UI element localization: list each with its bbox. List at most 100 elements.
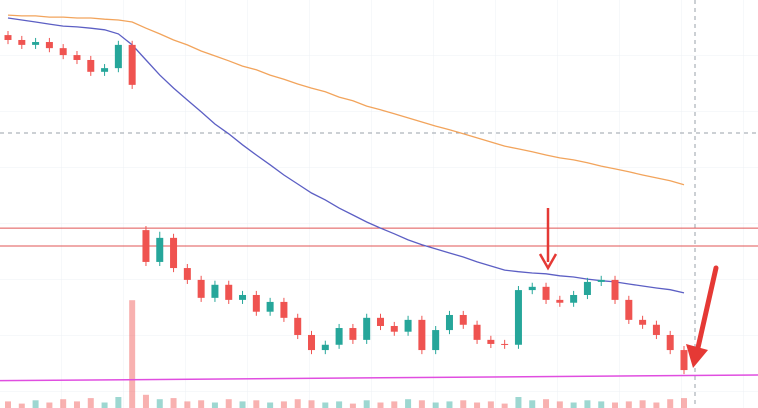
- candle-body: [308, 334, 316, 351]
- volume-bar: [280, 401, 287, 408]
- arrow-head: [686, 344, 708, 368]
- candle-body: [239, 294, 247, 300]
- candle-body: [211, 284, 219, 298]
- candle-body: [473, 324, 481, 340]
- volume-bar: [267, 402, 274, 408]
- candle-body: [349, 328, 357, 340]
- volume-bar: [639, 400, 646, 408]
- volume-bar: [529, 400, 536, 408]
- candle-body: [294, 317, 302, 335]
- candle-body: [501, 343, 509, 345]
- candle-body: [87, 59, 95, 72]
- volume-bar: [225, 399, 232, 408]
- volume-bar: [115, 397, 122, 408]
- volume-bar: [543, 399, 550, 408]
- candle-body: [170, 237, 178, 269]
- volume-bar: [211, 402, 218, 408]
- volume-bar: [142, 394, 149, 408]
- candle-body: [321, 344, 329, 351]
- moving-average-line: [7, 17, 685, 294]
- volume-bar: [584, 400, 591, 408]
- volume-bar: [156, 399, 163, 408]
- candle-body: [156, 237, 164, 262]
- candle-body: [4, 35, 12, 40]
- volume-bar: [556, 401, 563, 408]
- candle-body: [625, 299, 633, 320]
- volume-bar: [184, 401, 191, 408]
- candle-body: [59, 48, 67, 56]
- arrow-head: [538, 253, 558, 271]
- volume-bar: [681, 398, 687, 408]
- arrow-shaft: [694, 265, 719, 355]
- candle-body: [183, 268, 191, 280]
- candle-body: [611, 279, 619, 300]
- volume-bar: [87, 398, 94, 408]
- candle-body: [514, 290, 522, 345]
- trend-line: [0, 374, 758, 382]
- candle-body: [73, 55, 81, 60]
- volume-bar: [625, 401, 632, 408]
- volume-bar: [18, 403, 25, 408]
- candle-body: [225, 284, 233, 300]
- volume-bar: [363, 400, 370, 408]
- volume-bar: [198, 400, 205, 408]
- volume-bar: [501, 403, 508, 408]
- volume-bar: [418, 400, 425, 408]
- volume-bar: [405, 399, 412, 408]
- candle-body: [570, 294, 578, 303]
- volume-bar: [349, 403, 356, 408]
- candle-body: [18, 39, 26, 45]
- candle-body: [680, 350, 688, 371]
- candle-body: [583, 281, 591, 295]
- candle-body: [252, 294, 260, 312]
- volume-bar: [60, 399, 67, 408]
- candle-body: [666, 334, 674, 351]
- volume-bar: [322, 402, 329, 408]
- volume-bar: [515, 397, 522, 408]
- candle-body: [390, 325, 398, 332]
- candle-body: [280, 301, 288, 318]
- candle-body: [528, 286, 536, 291]
- candle-body: [459, 314, 467, 325]
- volume-bar: [170, 398, 177, 408]
- volume-bar: [253, 400, 260, 408]
- plot: [0, 14, 758, 408]
- volume-bar: [446, 401, 453, 408]
- volume-bar: [46, 402, 53, 408]
- volume-bar: [460, 400, 467, 408]
- volume-bar: [598, 401, 605, 408]
- candle-body: [266, 301, 274, 312]
- volume-bar: [239, 401, 246, 408]
- candle-body: [597, 279, 605, 282]
- candle-body: [335, 328, 343, 345]
- candle-body: [445, 314, 453, 331]
- candle-body: [432, 330, 440, 351]
- volume-bar: [487, 401, 494, 408]
- volume-bar: [612, 402, 619, 408]
- candle-body: [542, 286, 550, 300]
- candle-body: [418, 319, 426, 351]
- volume-bar: [294, 399, 301, 408]
- candle-body: [114, 44, 122, 69]
- candle-body: [376, 317, 384, 326]
- volume-bar: [391, 401, 398, 408]
- candle-body: [404, 319, 412, 332]
- moving-average-line: [7, 14, 685, 186]
- candle-body: [45, 42, 53, 49]
- candle-body: [363, 317, 371, 340]
- volume-bar: [653, 402, 660, 408]
- volume-bar: [5, 401, 11, 408]
- candle-body: [32, 42, 40, 45]
- volume-bar: [432, 402, 439, 408]
- volume-bar: [129, 300, 136, 408]
- volume-bar: [570, 402, 577, 408]
- volume-bar: [336, 401, 343, 408]
- candle-body: [142, 230, 150, 262]
- candle-body: [639, 319, 647, 325]
- candle-body: [101, 68, 109, 72]
- volume-bar: [474, 402, 481, 408]
- volume-bar: [32, 400, 39, 408]
- annotations: [538, 208, 719, 368]
